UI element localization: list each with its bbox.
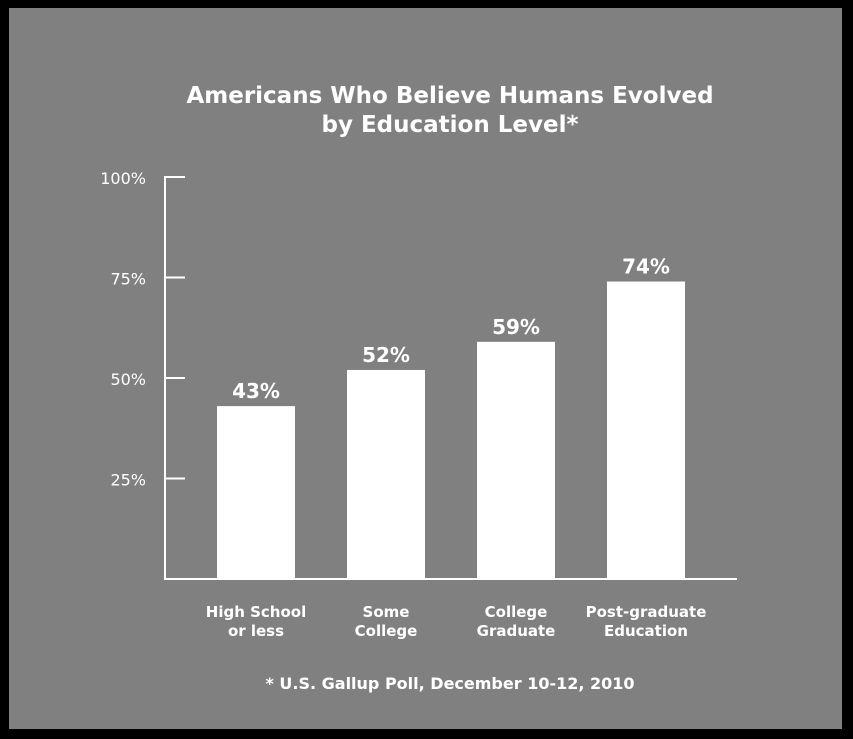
chart-title-line-2: by Education Level*	[321, 112, 579, 138]
y-tick-label: 75%	[110, 270, 146, 289]
data-label: 52%	[362, 343, 410, 367]
category-label: Graduate	[477, 622, 556, 640]
y-tick-label: 100%	[100, 169, 146, 188]
bar	[607, 281, 685, 579]
y-ticks: 25% 50% 75% 100%	[100, 169, 185, 490]
bar	[477, 341, 555, 579]
category-label: College	[485, 603, 548, 621]
y-tick-label: 25%	[110, 471, 146, 490]
data-labels: 43% 52% 59% 74%	[232, 255, 670, 404]
chart-panel	[9, 8, 842, 729]
category-label: Education	[604, 622, 688, 640]
data-label: 74%	[622, 255, 670, 279]
category-label: High School	[206, 603, 306, 621]
category-label: Some	[363, 603, 410, 621]
category-label: College	[355, 622, 418, 640]
category-label: or less	[228, 622, 284, 640]
bar	[217, 406, 295, 579]
bar	[347, 369, 425, 579]
bars	[217, 281, 685, 579]
data-label: 43%	[232, 379, 280, 403]
chart-title-line-1: Americans Who Believe Humans Evolved	[186, 83, 714, 109]
category-label: Post-graduate	[586, 603, 707, 621]
source-footnote: * U.S. Gallup Poll, December 10-12, 2010	[265, 674, 635, 693]
data-label: 59%	[492, 315, 540, 339]
y-tick-label: 50%	[110, 370, 146, 389]
chart-title: Americans Who Believe Humans Evolved by …	[0, 82, 853, 140]
